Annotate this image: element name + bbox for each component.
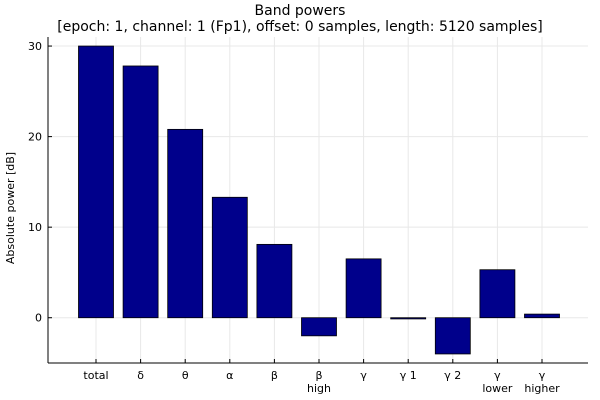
bar: [167, 128, 204, 319]
bar: [479, 269, 516, 319]
x-tick-label: high: [307, 382, 331, 395]
y-tick-label: 0: [35, 312, 42, 325]
bar: [434, 317, 471, 355]
x-tick-label: γ 1: [400, 369, 417, 382]
x-tick-label: γ: [539, 369, 546, 382]
x-tick-label: total: [83, 369, 108, 382]
x-tick-label: γ: [360, 369, 367, 382]
x-tick-label: δ: [137, 369, 144, 382]
bar: [345, 258, 382, 319]
x-tick-label: α: [226, 369, 233, 382]
x-tick-label: γ: [494, 369, 501, 382]
bar: [78, 45, 114, 319]
bar: [301, 317, 337, 337]
chart-subtitle: [epoch: 1, channel: 1 (Fp1), offset: 0 s…: [57, 19, 543, 35]
bar: [524, 313, 560, 319]
bar: [256, 243, 293, 319]
y-tick-label: 10: [28, 221, 42, 234]
chart-title: Band powers: [254, 3, 346, 19]
y-tick-label: 20: [28, 131, 42, 144]
x-tick-label: lower: [482, 382, 513, 395]
x-tick-label: γ 2: [444, 369, 461, 382]
bar: [390, 317, 427, 320]
x-tick-label: higher: [524, 382, 560, 395]
x-tick-label: β: [271, 369, 278, 382]
bar: [122, 65, 159, 319]
bar: [211, 196, 248, 319]
x-tick-label: β: [315, 369, 322, 382]
y-tick-label: 30: [28, 40, 42, 53]
x-tick-label: θ: [182, 369, 189, 382]
